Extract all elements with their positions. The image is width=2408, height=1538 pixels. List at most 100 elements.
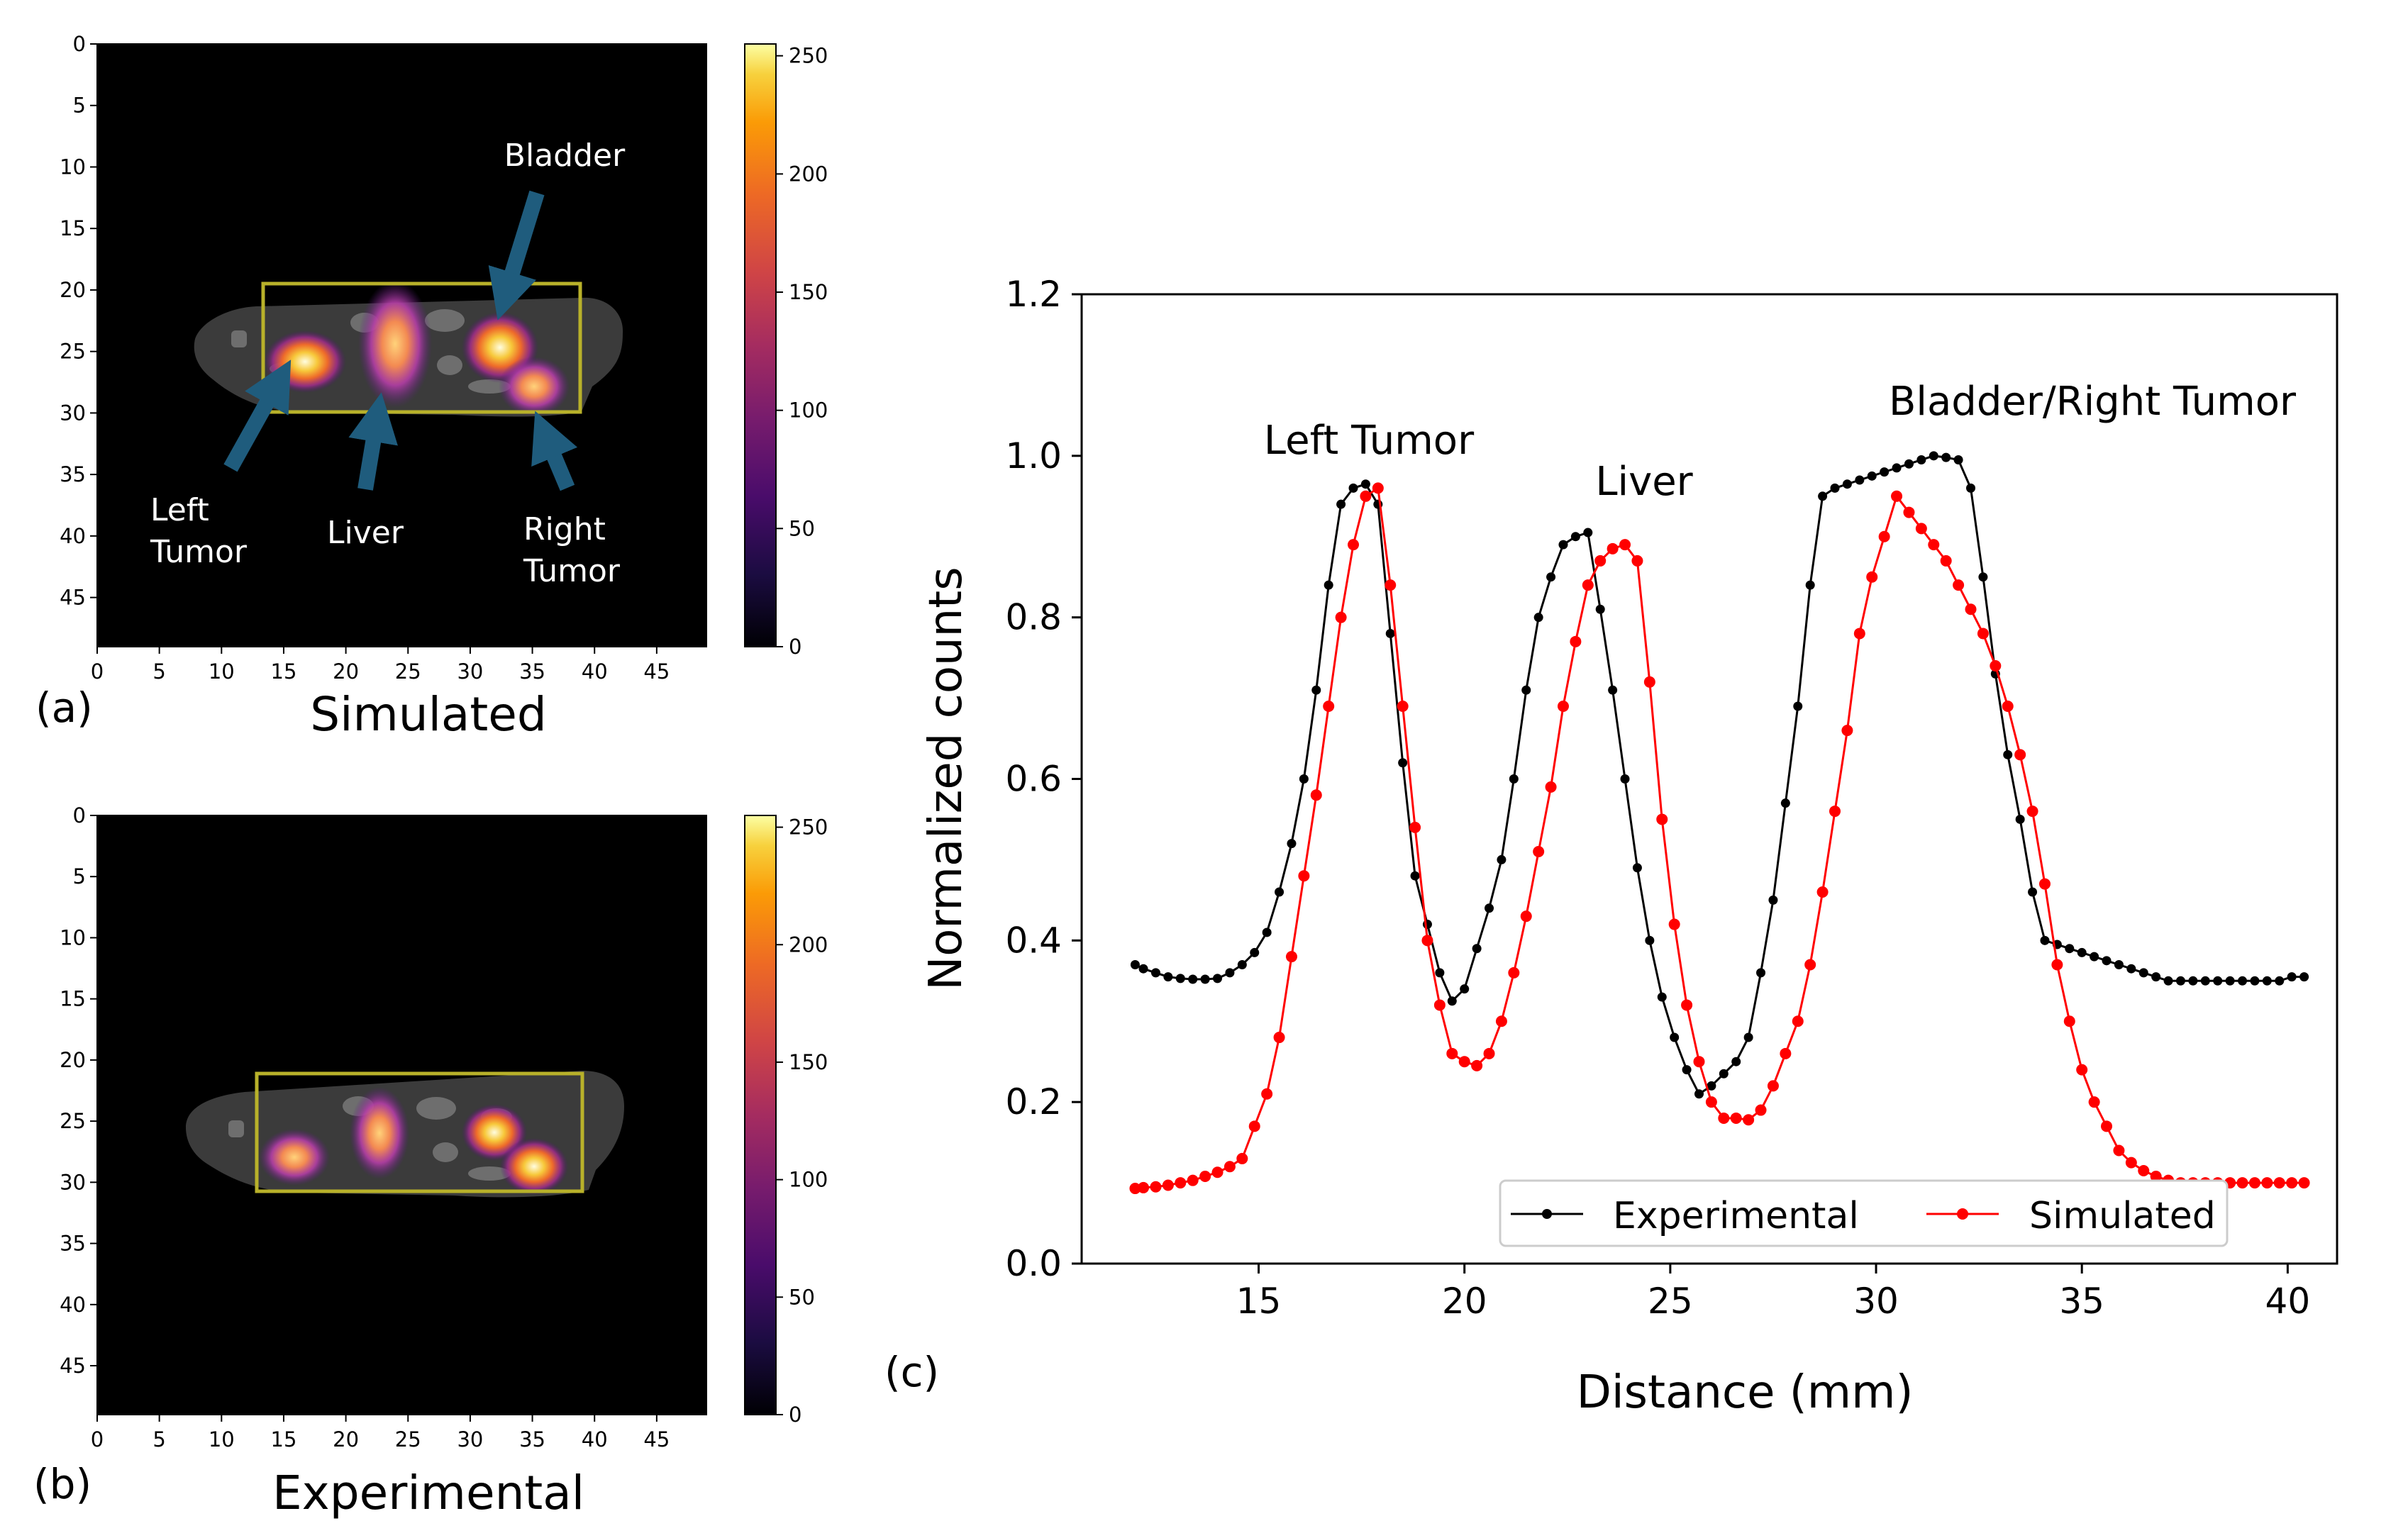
data-point-experimental bbox=[1275, 887, 1285, 897]
roi-box bbox=[261, 282, 582, 414]
data-point-simulated bbox=[1792, 1015, 1804, 1027]
data-point-simulated bbox=[1841, 725, 1853, 737]
data-point-experimental bbox=[1225, 968, 1235, 978]
data-point-experimental bbox=[1583, 528, 1593, 537]
data-point-experimental bbox=[1497, 854, 1507, 864]
y-tick-label: 10 bbox=[60, 925, 86, 949]
y-axis-ticks: 0 5 10 15 20 25 30 35 40 45 bbox=[60, 32, 97, 610]
data-point-simulated bbox=[2248, 1177, 2260, 1189]
data-point-simulated bbox=[1138, 1181, 1150, 1193]
data-point-simulated bbox=[1977, 628, 1989, 640]
data-point-experimental bbox=[1472, 944, 1482, 954]
data-point-experimental bbox=[1360, 479, 1370, 489]
data-point-simulated bbox=[1421, 935, 1433, 947]
y-axis-ticks: 0 5 10 15 20 25 30 35 40 45 bbox=[60, 803, 97, 1378]
y-tick-label: 5 bbox=[73, 864, 86, 888]
colorbar-tick-label: 100 bbox=[789, 399, 828, 423]
data-point-simulated bbox=[1730, 1112, 1742, 1124]
series-line-simulated bbox=[1135, 486, 2304, 1190]
image-frame bbox=[96, 815, 707, 1415]
data-point-experimental bbox=[2238, 976, 2248, 986]
y-tick-label: 0.8 bbox=[1005, 597, 1062, 638]
data-point-simulated bbox=[1718, 1112, 1730, 1124]
data-point-experimental bbox=[1805, 580, 1815, 590]
data-point-simulated bbox=[1372, 482, 1384, 494]
data-point-simulated bbox=[1940, 555, 1952, 567]
colorbar-tick-label: 200 bbox=[789, 162, 828, 186]
y-tick-label: 15 bbox=[60, 216, 86, 240]
data-point-experimental bbox=[1188, 974, 1198, 984]
data-point-simulated bbox=[1903, 506, 1915, 518]
data-point-experimental bbox=[1163, 972, 1173, 982]
data-point-experimental bbox=[1719, 1069, 1729, 1079]
x-tick-label: 0 bbox=[91, 1427, 104, 1451]
data-point-simulated bbox=[1829, 806, 1841, 818]
y-tick-label: 20 bbox=[60, 278, 86, 302]
data-point-simulated bbox=[2273, 1177, 2285, 1189]
data-point-experimental bbox=[2262, 976, 2272, 986]
data-point-experimental bbox=[1175, 974, 1185, 983]
data-point-experimental bbox=[2275, 976, 2285, 986]
roi-box bbox=[255, 1071, 584, 1193]
y-tick-label: 30 bbox=[60, 1170, 86, 1194]
right-tumor-hotspot bbox=[500, 1138, 568, 1195]
data-point-simulated bbox=[1495, 1015, 1507, 1027]
data-point-simulated bbox=[2076, 1064, 2088, 1076]
data-point-simulated bbox=[1298, 870, 1310, 882]
data-point-simulated bbox=[1520, 910, 1532, 923]
data-point-simulated bbox=[1607, 542, 1619, 555]
data-point-experimental bbox=[1533, 613, 1543, 623]
data-point-simulated bbox=[1162, 1179, 1174, 1191]
x-tick-label: 30 bbox=[457, 659, 483, 684]
data-point-experimental bbox=[1546, 572, 1556, 582]
data-point-experimental bbox=[1682, 1065, 1692, 1075]
data-point-experimental bbox=[1398, 758, 1408, 768]
y-tick-label: 0 bbox=[73, 32, 86, 56]
y-tick-label: 45 bbox=[60, 586, 86, 610]
data-point-simulated bbox=[2014, 749, 2026, 761]
data-point-experimental bbox=[1620, 774, 1630, 784]
y-tick-label: 45 bbox=[60, 1354, 86, 1378]
data-point-experimental bbox=[1941, 452, 1951, 462]
legend-box bbox=[1499, 1179, 2229, 1247]
data-point-experimental bbox=[1916, 455, 1926, 465]
y-tick-label: 0.2 bbox=[1005, 1081, 1062, 1122]
data-point-experimental bbox=[2114, 960, 2124, 970]
data-point-experimental bbox=[1780, 798, 1790, 808]
data-point-experimental bbox=[1867, 471, 1877, 481]
data-point-simulated bbox=[1804, 959, 1816, 971]
legend-simulated-label: Simulated bbox=[2029, 1195, 2216, 1237]
data-point-experimental bbox=[1509, 774, 1519, 784]
data-point-simulated bbox=[2286, 1177, 2298, 1189]
liver-hotspot bbox=[358, 280, 432, 408]
colorbar-tick-label: 100 bbox=[789, 1168, 828, 1192]
data-point-experimental bbox=[1880, 467, 1890, 477]
data-point-simulated bbox=[1705, 1096, 1717, 1108]
data-point-experimental bbox=[2188, 976, 2198, 986]
data-point-simulated bbox=[2002, 700, 2014, 712]
legend-simulated-marker bbox=[1957, 1208, 1968, 1220]
data-point-experimental bbox=[1521, 685, 1531, 695]
data-point-experimental bbox=[2065, 944, 2075, 954]
data-point-experimental bbox=[1793, 701, 1803, 711]
data-point-simulated bbox=[1990, 660, 2002, 672]
data-point-simulated bbox=[1273, 1032, 1285, 1044]
x-tick-label: 25 bbox=[395, 1427, 421, 1451]
data-point-simulated bbox=[1767, 1080, 1779, 1092]
data-point-simulated bbox=[1755, 1104, 1767, 1116]
data-point-experimental bbox=[1138, 964, 1148, 974]
data-point-experimental bbox=[1892, 463, 1902, 473]
data-point-experimental bbox=[2102, 956, 2112, 966]
y-tick-label: 25 bbox=[60, 1109, 86, 1133]
data-point-experimental bbox=[2040, 935, 2050, 945]
series-layer bbox=[1129, 451, 2310, 1195]
data-point-simulated bbox=[1261, 1088, 1273, 1100]
data-point-simulated bbox=[2026, 806, 2038, 818]
data-point-simulated bbox=[1285, 951, 1297, 963]
y-tick-label: 0.6 bbox=[1005, 759, 1062, 800]
data-point-experimental bbox=[2090, 952, 2099, 962]
data-point-experimental bbox=[1694, 1089, 1704, 1099]
data-point-simulated bbox=[1471, 1059, 1483, 1071]
x-tick-label: 0 bbox=[91, 659, 104, 684]
